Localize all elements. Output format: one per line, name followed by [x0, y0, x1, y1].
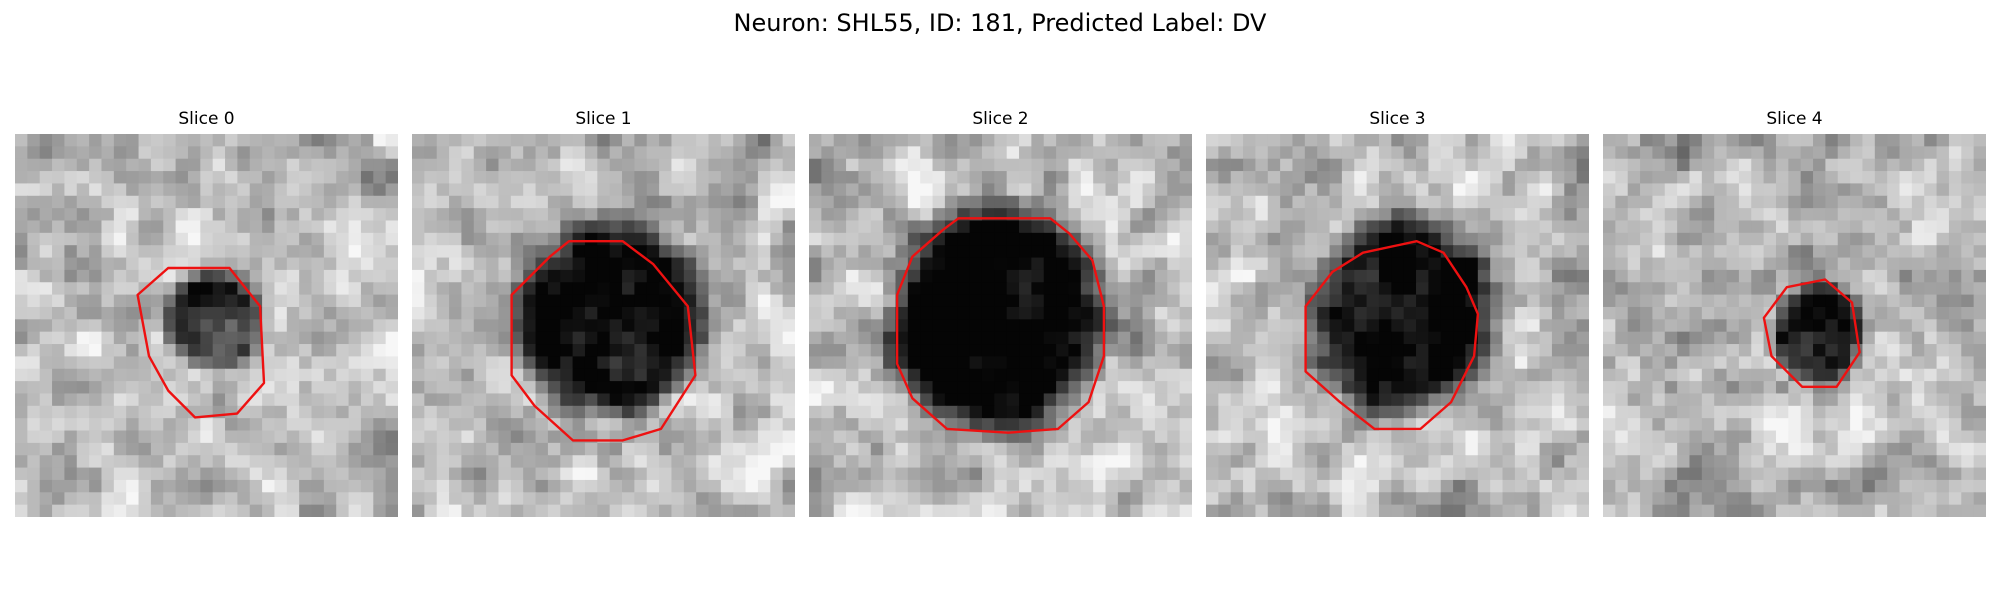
- roi-contour: [510, 239, 697, 442]
- slice-image: [412, 134, 795, 517]
- panel-slice-4: Slice 4: [1603, 108, 1986, 517]
- panel-title: Slice 2: [972, 109, 1029, 129]
- slice-image: [809, 134, 1192, 517]
- figure-title: Neuron: SHL55, ID: 181, Predicted Label:…: [733, 9, 1267, 37]
- roi-contour: [1762, 278, 1861, 389]
- pixel-grid: [1206, 134, 1589, 517]
- pixel-grid: [412, 134, 795, 517]
- pixel-grid: [1603, 134, 1986, 517]
- roi-contour: [136, 266, 266, 419]
- panel-slice-0: Slice 0: [15, 108, 398, 517]
- slice-image: [1603, 134, 1986, 517]
- panel-slice-3: Slice 3: [1206, 108, 1589, 517]
- panel-title: Slice 4: [1766, 109, 1823, 129]
- panel-title: Slice 1: [575, 109, 632, 129]
- slice-image: [15, 134, 398, 517]
- roi-contour: [1304, 239, 1480, 431]
- pixel-grid: [15, 134, 398, 517]
- panel-title: Slice 3: [1369, 109, 1426, 129]
- panel-title: Slice 0: [178, 109, 235, 129]
- pixel-grid: [809, 134, 1192, 517]
- panel-slice-2: Slice 2: [809, 108, 1192, 517]
- slice-image: [1206, 134, 1589, 517]
- roi-contour: [895, 217, 1106, 434]
- panel-slice-1: Slice 1: [412, 108, 795, 517]
